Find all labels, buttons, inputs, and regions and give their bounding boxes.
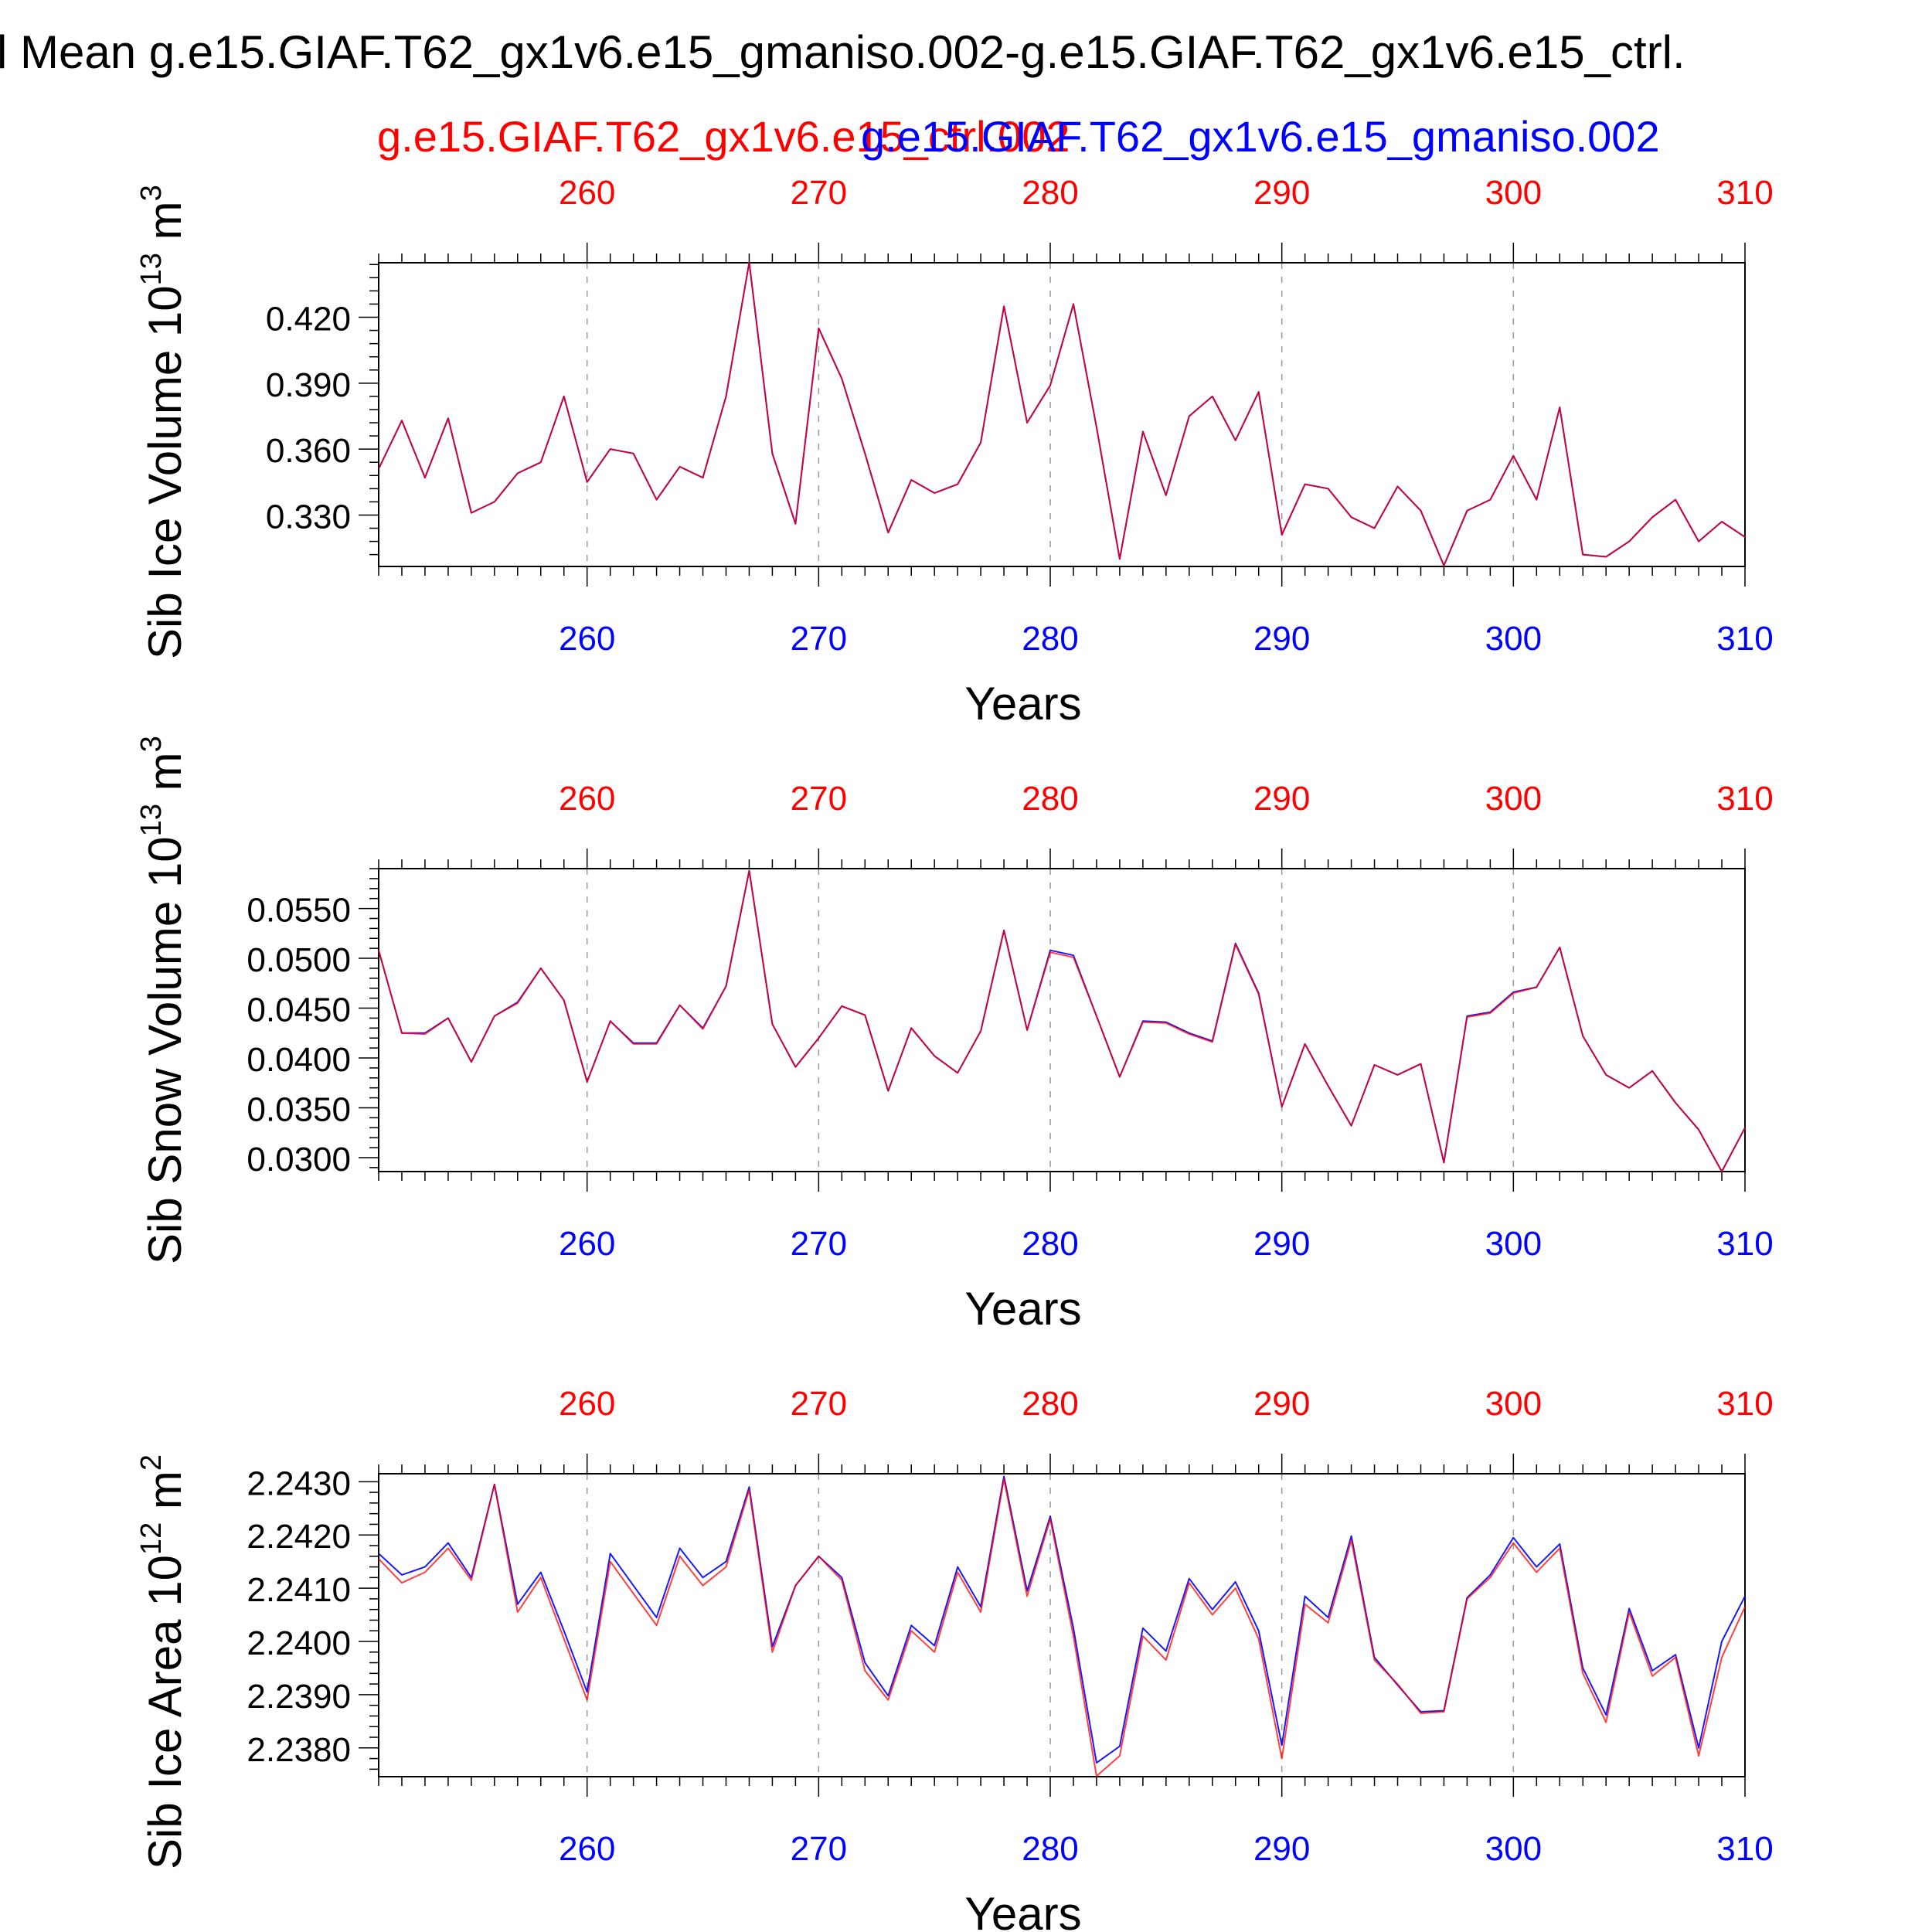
y-tick-label: 0.0550 bbox=[247, 892, 351, 930]
y-tick-label: 0.0350 bbox=[247, 1090, 351, 1128]
series-line-ctrl bbox=[378, 869, 1746, 1172]
series-line-ctrl bbox=[378, 261, 1746, 566]
series-line-ctrl bbox=[378, 1478, 1746, 1777]
x-tick-label-bottom: 290 bbox=[1253, 1225, 1310, 1263]
y-tick-label: 0.360 bbox=[266, 432, 351, 470]
x-tick-label-bottom: 290 bbox=[1253, 620, 1310, 658]
x-tick-label-top: 270 bbox=[791, 174, 847, 212]
legend-blue-label: g.e15.GIAF.T62_gx1v6.e15_gmaniso.002 bbox=[861, 112, 1660, 161]
x-tick-label-bottom: 280 bbox=[1022, 620, 1078, 658]
x-tick-label-top: 260 bbox=[559, 174, 615, 212]
x-tick-label-top: 270 bbox=[791, 1385, 847, 1423]
x-tick-label-top: 300 bbox=[1485, 174, 1542, 212]
x-tick-label-top: 290 bbox=[1253, 1385, 1310, 1423]
x-tick-label-bottom: 310 bbox=[1716, 620, 1773, 658]
x-tick-label-top: 280 bbox=[1022, 1385, 1078, 1423]
y-tick-label: 2.2410 bbox=[247, 1571, 351, 1609]
x-tick-label-top: 280 bbox=[1022, 780, 1078, 818]
y-tick-label: 0.330 bbox=[266, 498, 351, 536]
y-tick-label: 0.0300 bbox=[247, 1141, 351, 1179]
plot-frame bbox=[378, 1473, 1746, 1777]
x-tick-label-bottom: 280 bbox=[1022, 1830, 1078, 1868]
y-axis-label: Sib Ice Area 1012 m2 bbox=[135, 1454, 191, 1869]
x-axis-label: Years bbox=[964, 678, 1081, 730]
panel-1: 0.330 0.360 0.390 0.420 260 260 270 270 280 280 29… bbox=[135, 174, 1774, 730]
x-tick-label-top: 310 bbox=[1716, 780, 1773, 818]
x-tick-label-top: 260 bbox=[559, 1385, 615, 1423]
x-tick-label-top: 290 bbox=[1253, 780, 1310, 818]
x-tick-label-top: 280 bbox=[1022, 174, 1078, 212]
y-axis-label: Sib Ice Volume 1013 m3 bbox=[135, 185, 191, 659]
series-line-gmaniso bbox=[378, 1475, 1746, 1764]
x-tick-label-bottom: 300 bbox=[1485, 1830, 1542, 1868]
x-tick-label-top: 290 bbox=[1253, 174, 1310, 212]
y-tick-label: 0.420 bbox=[266, 301, 351, 338]
series-line-gmaniso bbox=[378, 869, 1746, 1172]
x-axis-label: Years bbox=[964, 1888, 1081, 1932]
x-tick-label-top: 260 bbox=[559, 780, 615, 818]
y-axis-label: Sib Snow Volume 1013 m3 bbox=[135, 736, 191, 1264]
x-tick-label-bottom: 310 bbox=[1716, 1830, 1773, 1868]
y-tick-label: 2.2430 bbox=[247, 1464, 351, 1502]
x-tick-label-bottom: 270 bbox=[791, 620, 847, 658]
x-tick-label-bottom: 300 bbox=[1485, 1225, 1542, 1263]
x-tick-label-top: 310 bbox=[1716, 1385, 1773, 1423]
x-tick-label-bottom: 310 bbox=[1716, 1225, 1773, 1263]
x-axis-label: Years bbox=[964, 1283, 1081, 1335]
y-tick-label: 2.2400 bbox=[247, 1624, 351, 1662]
y-tick-label: 2.2380 bbox=[247, 1731, 351, 1769]
y-tick-label: 0.390 bbox=[266, 366, 351, 404]
x-tick-label-bottom: 270 bbox=[791, 1830, 847, 1868]
y-tick-label: 2.2420 bbox=[247, 1518, 351, 1556]
x-tick-label-top: 310 bbox=[1716, 174, 1773, 212]
x-tick-label-top: 270 bbox=[791, 780, 847, 818]
x-tick-label-top: 300 bbox=[1485, 1385, 1542, 1423]
y-tick-label: 0.0450 bbox=[247, 992, 351, 1029]
panel-3: 2.2380 2.2390 2.2400 2.2410 2.2420 2.2430 260 2… bbox=[135, 1385, 1774, 1932]
plot-frame bbox=[378, 868, 1746, 1172]
x-tick-label-top: 300 bbox=[1485, 780, 1542, 818]
x-tick-label-bottom: 300 bbox=[1485, 620, 1542, 658]
x-tick-label-bottom: 260 bbox=[559, 620, 615, 658]
legend-red-label: g.e15.GIAF.T62_gx1v6.e15_ctrl.002 bbox=[377, 112, 1070, 161]
figure-title: l Mean g.e15.GIAF.T62_gx1v6.e15_gmaniso.… bbox=[0, 26, 1685, 78]
x-tick-label-bottom: 290 bbox=[1253, 1830, 1310, 1868]
plot-frame bbox=[378, 262, 1746, 567]
y-tick-label: 0.0400 bbox=[247, 1041, 351, 1079]
panel-2: 0.0300 0.0350 0.0400 0.0450 0.0500 0.0550 260 2… bbox=[135, 736, 1774, 1335]
x-tick-label-bottom: 280 bbox=[1022, 1225, 1078, 1263]
x-tick-label-bottom: 260 bbox=[559, 1830, 615, 1868]
x-tick-label-bottom: 260 bbox=[559, 1225, 615, 1263]
series-line-gmaniso bbox=[378, 261, 1746, 566]
y-tick-label: 0.0500 bbox=[247, 941, 351, 979]
y-tick-label: 2.2390 bbox=[247, 1678, 351, 1716]
x-tick-label-bottom: 270 bbox=[791, 1225, 847, 1263]
